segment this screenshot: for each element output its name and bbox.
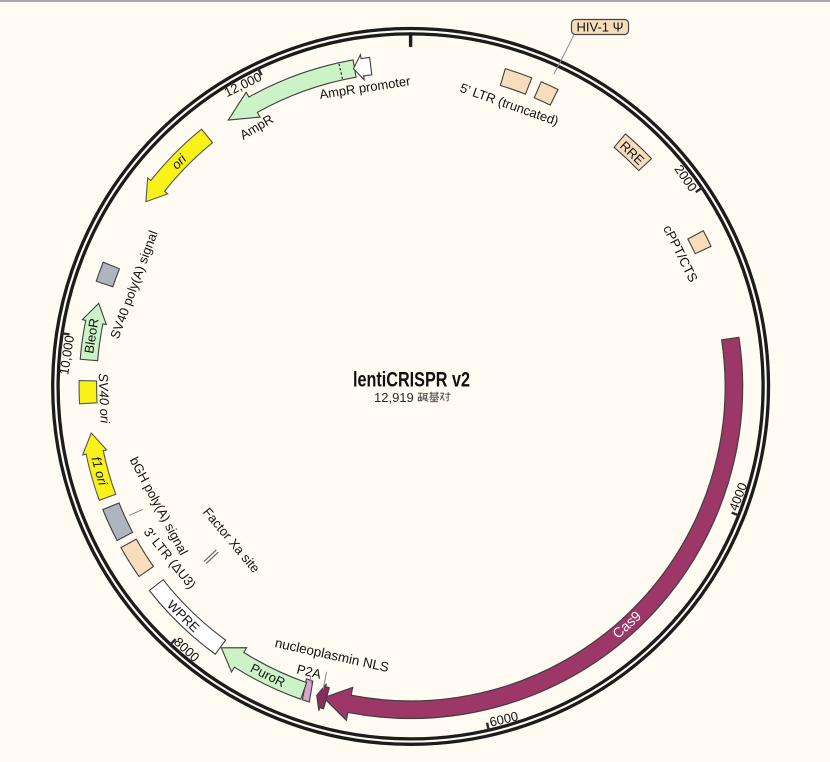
svg-text:10,000: 10,000 (56, 334, 77, 376)
svg-text:12,919: 12,919 (374, 390, 414, 405)
svg-text:SV40 poly(A) signal: SV40 poly(A) signal (107, 228, 161, 340)
svg-text:P2A: P2A (295, 661, 323, 681)
svg-text:6000: 6000 (488, 708, 520, 729)
svg-text:Factor Xa site: Factor Xa site (200, 505, 263, 576)
svg-text:BleoR: BleoR (81, 317, 101, 354)
svg-text:SV40 ori: SV40 ori (96, 373, 113, 425)
svg-text:nucleoplasmin NLS: nucleoplasmin NLS (274, 635, 391, 675)
svg-text:lentiCRISPR v2: lentiCRISPR v2 (353, 369, 470, 392)
svg-text:HIV-1 Ψ: HIV-1 Ψ (577, 20, 624, 35)
svg-text:2000: 2000 (671, 162, 700, 194)
